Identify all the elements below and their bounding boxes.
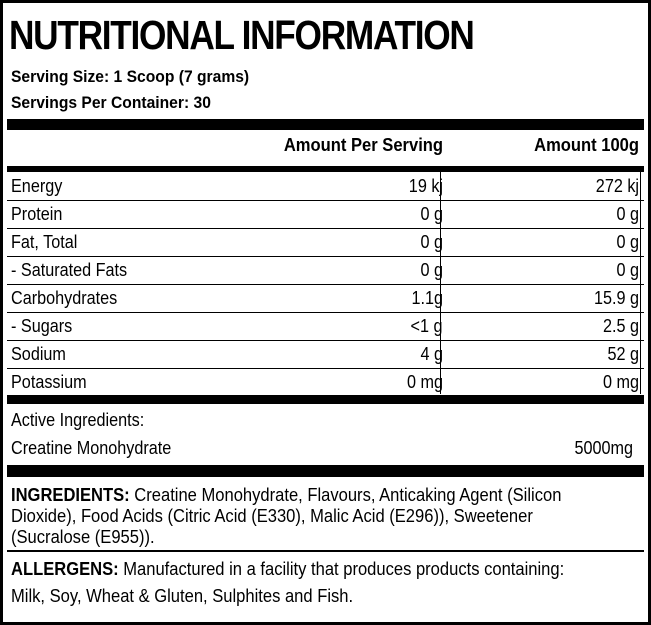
nutrient-name: Sodium bbox=[11, 344, 66, 364]
row-divider bbox=[7, 284, 644, 285]
row-divider bbox=[7, 340, 644, 341]
ingredients-line-3: (Sucralose (E955)). bbox=[11, 527, 155, 547]
active-ingredient-name: Creatine Monohydrate bbox=[11, 438, 172, 458]
per-serving-value: <1 g bbox=[411, 316, 443, 336]
column-divider-1 bbox=[440, 172, 441, 394]
per-100g-value: 52 g bbox=[607, 344, 639, 364]
table-row: Protein 0 g 0 g bbox=[11, 201, 639, 228]
table-bottom-rule bbox=[7, 395, 644, 404]
active-ingredients-heading: Active Ingredients: bbox=[11, 410, 145, 430]
per-serving-value: 0 mg bbox=[406, 372, 443, 392]
allergens-label: ALLERGENS: bbox=[11, 559, 119, 579]
ingredients-line-1: Creatine Monohydrate, Flavours, Anticaki… bbox=[129, 485, 562, 505]
row-divider bbox=[7, 312, 644, 313]
per-100g-value: 0 g bbox=[616, 204, 639, 224]
table-row: Carbohydrates 1.1g 15.9 g bbox=[11, 285, 639, 312]
per-100g-value: 272 kj bbox=[595, 176, 639, 196]
row-divider bbox=[7, 228, 644, 229]
per-serving-value: 1.1g bbox=[411, 288, 443, 308]
page-title: NUTRITIONAL INFORMATION bbox=[9, 12, 475, 58]
nutrient-name: Protein bbox=[11, 204, 63, 224]
header-per-100g: Amount 100g bbox=[534, 135, 639, 155]
allergens-text: ALLERGENS: Manufactured in a facility th… bbox=[11, 559, 637, 607]
per-serving-value: 0 g bbox=[420, 204, 443, 224]
allergens-rule bbox=[7, 550, 644, 552]
serving-size: Serving Size: 1 Scoop (7 grams) bbox=[11, 67, 250, 86]
per-100g-value: 0 mg bbox=[602, 372, 639, 392]
table-row: Energy 19 kj 272 kj bbox=[11, 173, 639, 200]
per-serving-value: 19 kj bbox=[408, 176, 443, 196]
nutrient-name: Fat, Total bbox=[11, 232, 78, 252]
row-divider bbox=[7, 256, 644, 257]
per-100g-value: 15.9 g bbox=[593, 288, 639, 308]
table-row: Sodium 4 g 52 g bbox=[11, 341, 639, 368]
per-100g-value: 0 g bbox=[616, 260, 639, 280]
header-per-serving: Amount Per Serving bbox=[283, 135, 443, 155]
top-thick-rule bbox=[7, 119, 644, 130]
per-serving-value: 4 g bbox=[420, 344, 443, 364]
nutrient-name: - Sugars bbox=[11, 316, 73, 336]
ingredients-label: INGREDIENTS: bbox=[11, 485, 130, 505]
nutrient-name: - Saturated Fats bbox=[11, 260, 128, 280]
allergens-line-2: Milk, Soy, Wheat & Gluten, Sulphites and… bbox=[11, 586, 354, 606]
ingredients-rule bbox=[7, 465, 644, 477]
table-row: Fat, Total 0 g 0 g bbox=[11, 229, 639, 256]
table-row: - Sugars <1 g 2.5 g bbox=[11, 313, 639, 340]
per-100g-value: 0 g bbox=[616, 232, 639, 252]
allergens-line-1: Manufactured in a facility that produces… bbox=[118, 559, 565, 579]
active-ingredient-amount: 5000mg bbox=[574, 438, 633, 458]
row-divider bbox=[7, 200, 644, 201]
nutrient-name: Potassium bbox=[11, 372, 87, 392]
nutrient-name: Energy bbox=[11, 176, 63, 196]
column-divider-2 bbox=[640, 172, 641, 394]
servings-per-container: Servings Per Container: 30 bbox=[11, 93, 211, 112]
table-row: Potassium 0 mg 0 mg bbox=[11, 369, 639, 396]
table-row: - Saturated Fats 0 g 0 g bbox=[11, 257, 639, 284]
ingredients-text: INGREDIENTS: Creatine Monohydrate, Flavo… bbox=[11, 485, 637, 548]
per-serving-value: 0 g bbox=[420, 260, 443, 280]
header-rule bbox=[7, 166, 644, 172]
ingredients-line-2: Dioxide), Food Acids (Citric Acid (E330)… bbox=[11, 506, 533, 526]
per-serving-value: 0 g bbox=[420, 232, 443, 252]
nutrient-name: Carbohydrates bbox=[11, 288, 118, 308]
per-100g-value: 2.5 g bbox=[602, 316, 639, 336]
row-divider bbox=[7, 368, 644, 369]
